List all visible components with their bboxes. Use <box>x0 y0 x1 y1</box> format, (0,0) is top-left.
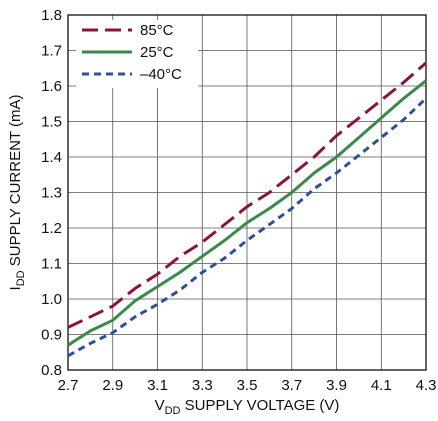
y-tick-label: 1.7 <box>41 43 62 60</box>
x-tick-label: 3.5 <box>237 377 258 394</box>
y-tick-label: 1.3 <box>41 185 62 202</box>
y-tick-label: 1.2 <box>41 220 62 237</box>
y-tick-label: 1.6 <box>41 78 62 95</box>
legend-label: –40°C <box>140 66 182 83</box>
x-axis-label: VDD SUPPLY VOLTAGE (V) <box>155 397 340 417</box>
x-axis-label-rest: SUPPLY VOLTAGE (V) <box>180 397 339 414</box>
y-tick-label: 0.9 <box>41 327 62 344</box>
x-axis-label-sub: DD <box>165 405 181 417</box>
y-tick-labels: 0.8 0.9 1.0 1.1 1.2 1.3 1.4 1.5 1.6 1.7 1.8 <box>41 7 62 379</box>
plot-frame <box>67 14 427 371</box>
x-tick-label: 3.7 <box>281 377 302 394</box>
legend-label: 25°C <box>140 44 174 61</box>
x-tick-label: 3.1 <box>147 377 168 394</box>
x-tick-label: 2.7 <box>58 377 79 394</box>
x-tick-label: 4.1 <box>371 377 392 394</box>
x-tick-label: 4.3 <box>416 377 437 394</box>
y-tick-label: 1.0 <box>41 291 62 308</box>
series-line <box>67 61 427 329</box>
y-tick-label: 0.8 <box>41 362 62 379</box>
y-axis-label-sub: DD <box>15 270 27 286</box>
y-tick-label: 1.8 <box>41 7 62 24</box>
series-line <box>67 97 428 358</box>
x-tick-label: 3.3 <box>192 377 213 394</box>
y-tick-label: 1.5 <box>41 114 62 131</box>
legend: 85°C 25°C –40°C <box>76 20 198 88</box>
x-tick-label: 2.9 <box>102 377 123 394</box>
series-layer <box>67 61 428 358</box>
y-axis-label-rest: SUPPLY CURRENT (mA) <box>7 95 24 271</box>
x-tick-labels: 2.7 2.9 3.1 3.3 3.5 3.7 3.9 4.1 4.3 <box>58 377 437 394</box>
y-axis-label-main: I <box>7 286 24 290</box>
x-axis-label-main: V <box>155 397 165 414</box>
x-tick-label: 3.9 <box>326 377 347 394</box>
y-axis-label: IDD SUPPLY CURRENT (mA) <box>7 95 27 291</box>
y-tick-label: 1.1 <box>41 256 62 273</box>
legend-label: 85°C <box>140 22 174 39</box>
y-tick-label: 1.4 <box>41 149 62 166</box>
series-line <box>67 79 427 347</box>
